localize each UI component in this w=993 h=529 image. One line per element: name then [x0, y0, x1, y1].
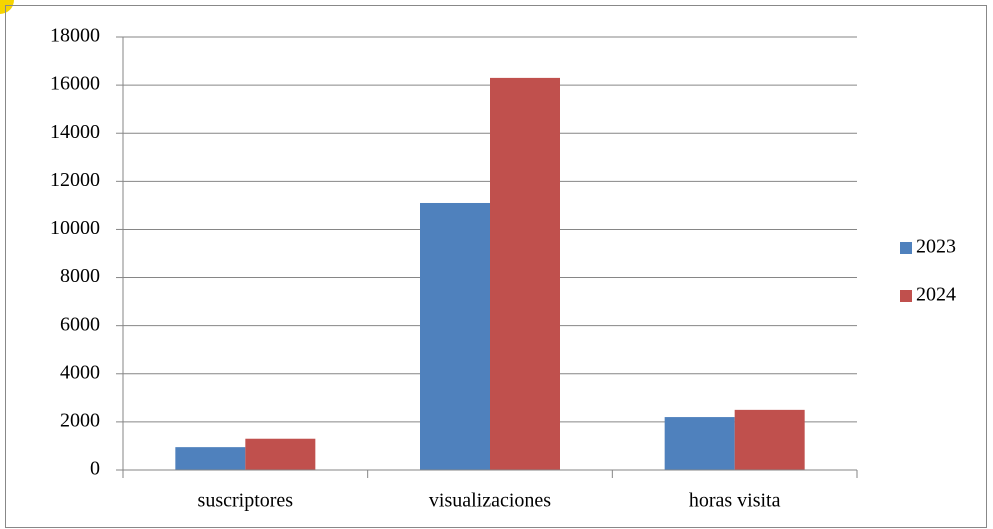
y-tick-label: 8000 — [60, 265, 100, 287]
y-tick-label: 14000 — [50, 121, 100, 143]
y-tick-label: 18000 — [50, 25, 100, 47]
legend-swatch — [900, 242, 912, 254]
y-tick-label: 6000 — [60, 313, 100, 335]
bar — [490, 77, 560, 471]
y-tick-label: 16000 — [50, 73, 100, 95]
bar — [664, 417, 735, 470]
y-tick-label: 2000 — [60, 409, 100, 431]
bar — [420, 202, 490, 470]
bar — [734, 409, 805, 470]
y-tick-label: 4000 — [60, 361, 100, 383]
x-tick-label: suscriptores — [198, 490, 294, 512]
x-tick-label: horas visita — [689, 490, 781, 512]
y-tick-label: 0 — [90, 458, 100, 480]
legend-swatch — [900, 290, 912, 302]
bar — [175, 447, 246, 470]
chart-border — [5, 5, 987, 528]
corner-decoration — [0, 0, 14, 14]
legend-label: 2023 — [916, 236, 956, 258]
y-tick-label: 10000 — [50, 217, 100, 239]
x-tick-label: visualizaciones — [429, 490, 551, 512]
bar — [245, 438, 316, 470]
legend-label: 2024 — [916, 284, 956, 306]
y-tick-label: 12000 — [50, 169, 100, 191]
